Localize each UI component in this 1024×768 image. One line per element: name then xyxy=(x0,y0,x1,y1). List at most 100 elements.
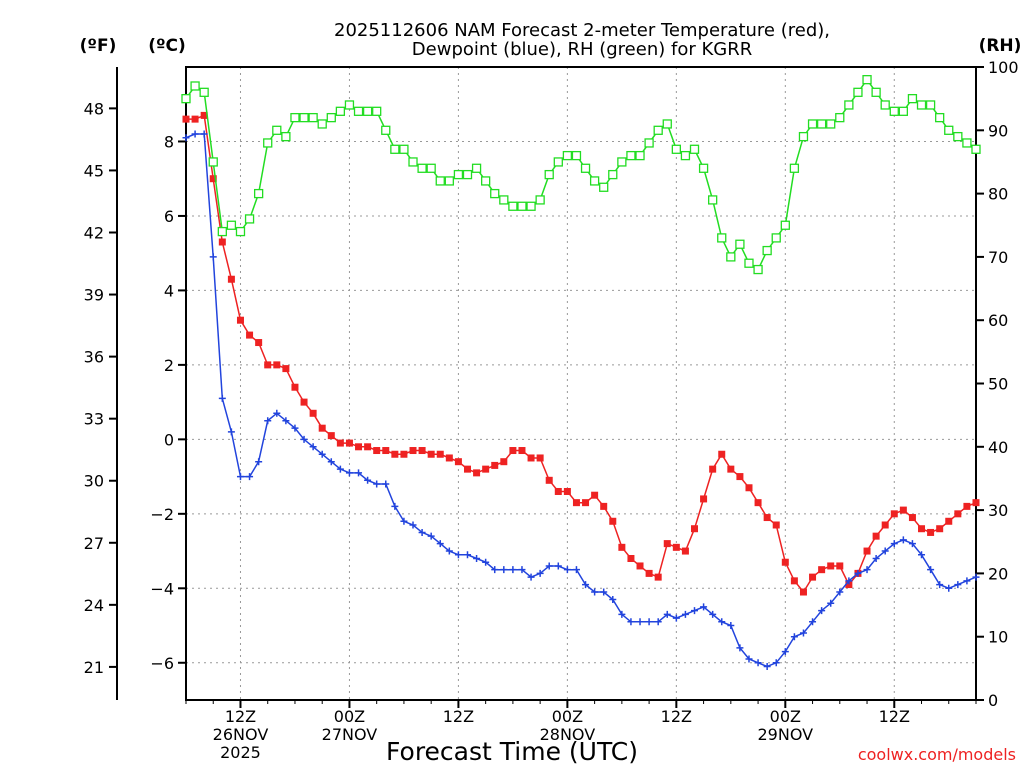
temperature-point xyxy=(345,439,353,447)
temperature-point xyxy=(209,175,217,183)
fahrenheit-axis: 21 24 27 30 33 36 39 42 45 48 xyxy=(84,99,117,677)
temperature-point xyxy=(836,562,844,570)
dewpoint-point xyxy=(454,551,462,559)
celsius-tick-label: 6 xyxy=(164,207,174,226)
temperature-point xyxy=(318,424,326,432)
celsius-axis: −6 −4 −2 0 2 4 6 8 xyxy=(150,132,186,673)
temperature-point xyxy=(945,517,953,525)
rh-point xyxy=(299,112,309,123)
dewpoint-point xyxy=(382,480,390,488)
temperature-point xyxy=(927,528,935,536)
rh-point xyxy=(453,169,464,180)
dewpoint-point xyxy=(563,566,571,574)
time-tick-label: 00Z xyxy=(770,707,801,726)
rh-point xyxy=(735,239,745,249)
time-tick-label: 00Z xyxy=(334,707,365,726)
temperature-point xyxy=(763,514,771,522)
temperature-point xyxy=(264,361,272,369)
rh-point xyxy=(208,157,218,167)
dewpoint-point xyxy=(273,409,281,417)
dewpoint-point xyxy=(509,566,517,574)
dewpoint-point xyxy=(327,458,335,466)
dewpoint-point xyxy=(618,610,626,618)
rh-point xyxy=(471,163,482,173)
temperature-point xyxy=(400,450,408,458)
dewpoint-point xyxy=(772,659,780,667)
axes xyxy=(116,66,977,701)
rh-point xyxy=(253,188,264,199)
rh-point xyxy=(907,94,918,104)
dewpoint-point xyxy=(182,134,190,142)
rh-point xyxy=(362,106,373,116)
temperature-point xyxy=(491,461,499,469)
rh-point xyxy=(226,220,237,230)
dewpoint-point xyxy=(972,573,980,581)
temperature-point xyxy=(436,450,444,458)
temperature-point xyxy=(799,588,807,596)
temperature-point xyxy=(618,543,626,551)
rh-point xyxy=(535,195,545,205)
rh-point xyxy=(626,150,636,161)
time-tick-label: 2025 xyxy=(220,743,261,762)
credit-link[interactable]: coolwx.com/models xyxy=(858,745,1016,764)
temperature-point xyxy=(182,115,190,123)
fahrenheit-tick-label: 42 xyxy=(84,223,104,242)
rh-point xyxy=(499,195,509,205)
dewpoint-point xyxy=(854,569,862,577)
dewpoint-point xyxy=(418,528,426,536)
dewpoint-point xyxy=(863,566,871,574)
rh-axis-unit: (RH) xyxy=(979,36,1022,56)
series xyxy=(181,75,981,670)
rh-point xyxy=(571,150,582,161)
rh-point xyxy=(235,226,246,237)
temperature-point xyxy=(418,447,426,455)
temperature-point xyxy=(672,543,680,551)
temperature-point xyxy=(563,487,571,495)
temperature-point xyxy=(336,439,344,447)
temperature-line xyxy=(186,114,977,594)
temperature-point xyxy=(745,484,753,492)
dewpoint-point xyxy=(345,469,353,477)
rh-point xyxy=(390,144,400,154)
dewpoint-point xyxy=(945,584,953,592)
dewpoint-point xyxy=(790,633,798,641)
rh-point xyxy=(953,131,963,142)
temperature-point xyxy=(427,450,435,458)
temperature-point xyxy=(872,532,880,540)
temperature-point xyxy=(554,487,562,495)
rh-point xyxy=(481,176,491,186)
dewpoint-point xyxy=(700,603,708,611)
chart-title-line-2: Dewpoint (blue), RH (green) for KGRR xyxy=(412,39,752,60)
dewpoint-point xyxy=(745,655,753,663)
dewpoint-point xyxy=(255,458,263,466)
dewpoint-point xyxy=(881,547,889,555)
rh-tick-label: 80 xyxy=(988,185,1008,204)
rh-point xyxy=(662,119,672,129)
dewpoint-point xyxy=(736,644,744,652)
temperature-point xyxy=(609,517,617,525)
rh-point xyxy=(608,169,618,180)
rh-point xyxy=(326,112,336,123)
dewpoint-point xyxy=(809,618,817,626)
rh-point xyxy=(263,138,273,148)
dewpoint-point xyxy=(963,577,971,585)
rh-point xyxy=(490,188,500,199)
celsius-tick-label: −4 xyxy=(150,579,174,598)
dewpoint-point xyxy=(554,562,562,570)
fahrenheit-tick-label: 24 xyxy=(84,596,104,615)
temperature-point xyxy=(918,525,926,533)
rh-point xyxy=(871,87,881,97)
time-tick-label: 00Z xyxy=(552,707,583,726)
dewpoint-point xyxy=(364,476,372,484)
dewpoint-point xyxy=(527,573,535,581)
rh-point xyxy=(526,201,536,211)
time-tick-label: 12Z xyxy=(661,707,692,726)
temperature-point xyxy=(527,454,535,462)
rh-point xyxy=(190,81,200,91)
rh-point xyxy=(335,106,346,116)
dewpoint-line xyxy=(185,133,977,668)
dewpoint-point xyxy=(200,130,208,138)
dewpoint-point xyxy=(763,662,771,670)
dewpoint-point xyxy=(936,581,944,589)
rh-point xyxy=(880,100,890,110)
